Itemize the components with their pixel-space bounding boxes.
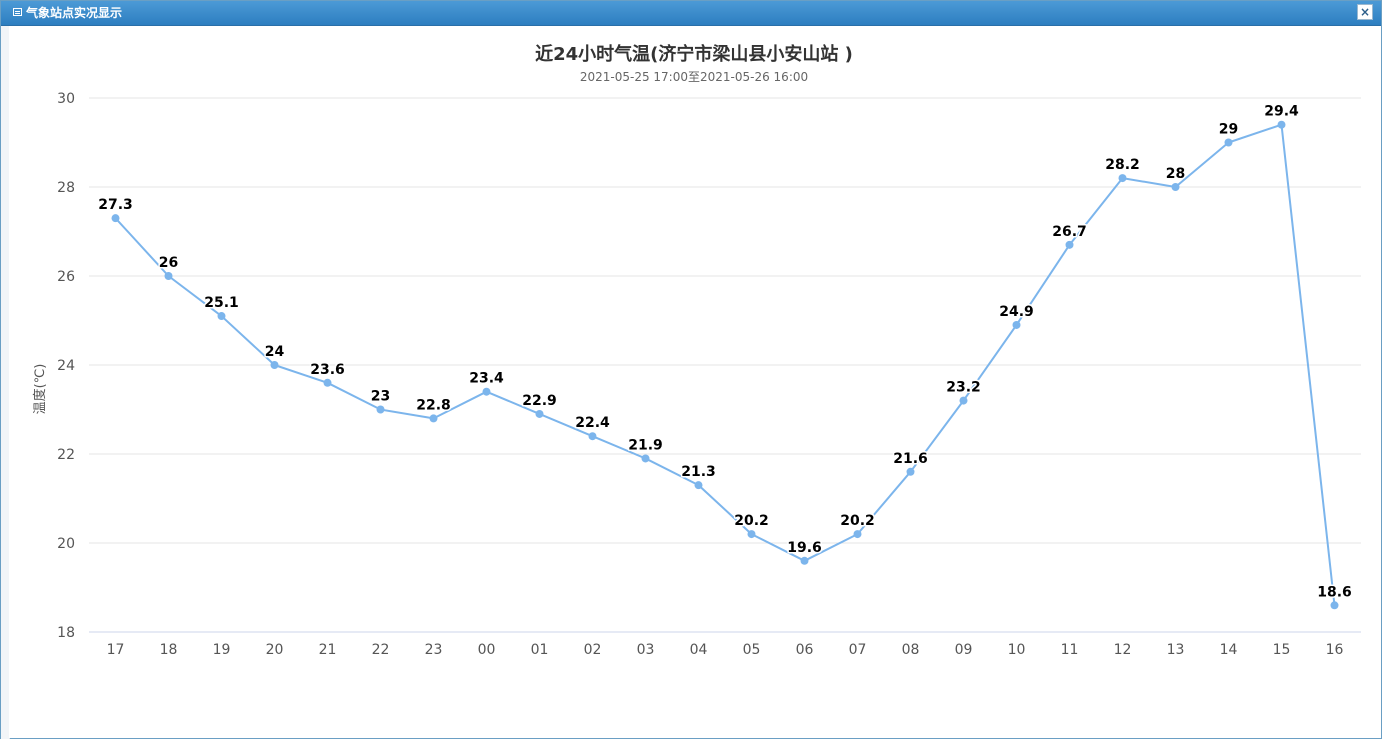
data-label: 19.6 [787,540,822,556]
data-point[interactable] [959,396,968,405]
data-label: 22.8 [416,397,451,413]
data-label: 29 [1219,122,1238,138]
data-point[interactable] [111,214,120,223]
data-label: 26.7 [1052,224,1087,240]
x-tick-label: 22 [372,642,390,658]
data-label: 28.2 [1105,157,1140,173]
close-button[interactable]: × [1357,4,1373,20]
data-point[interactable] [800,556,809,565]
series-line [114,123,1336,607]
data-label: 23.4 [469,371,504,387]
chart-title: 近24小时气温(济宁市梁山县小安山站 ) [535,43,853,65]
y-tick-label: 22 [57,447,75,463]
x-tick-label: 19 [213,642,231,658]
x-tick-label: 02 [584,642,602,658]
x-tick-label: 18 [160,642,178,658]
data-point[interactable] [429,414,438,423]
series-temperature [111,120,1339,610]
window-title: 气象站点实况显示 [26,6,123,20]
x-tick-label: 06 [796,642,814,658]
grid-lines [89,97,1361,633]
data-label: 26 [159,255,178,271]
x-axis-ticks: 17 18 19 20 21 22 23 00 01 02 03 04 05 06 07 08 09 10 11 12… [107,642,1344,658]
temperature-chart: 近24小时气温(济宁市梁山县小安山站 ) 2021-05-25 17:00至20… [32,43,1361,658]
data-label: 20.2 [840,513,875,529]
data-point[interactable] [747,530,756,539]
data-point[interactable] [853,530,862,539]
x-tick-label: 21 [319,642,337,658]
data-point[interactable] [694,481,703,490]
data-label: 25.1 [204,295,239,311]
data-label: 23.2 [946,380,981,396]
data-label: 23 [371,389,390,405]
y-axis-ticks: 18 20 22 24 26 28 30 [57,91,75,641]
data-point[interactable] [1224,138,1233,147]
x-tick-label: 07 [849,642,867,658]
x-tick-label: 04 [690,642,708,658]
data-label: 22.9 [522,393,557,409]
y-tick-label: 26 [57,269,75,285]
y-tick-label: 24 [57,358,75,374]
x-tick-label: 09 [955,642,973,658]
chart-container: 近24小时气温(济宁市梁山县小安山站 ) 2021-05-25 17:00至20… [9,26,1381,738]
data-point[interactable] [588,432,597,441]
y-tick-label: 18 [57,625,75,641]
data-label: 29.4 [1264,104,1299,120]
data-point[interactable] [376,405,385,414]
x-tick-label: 08 [902,642,920,658]
x-tick-label: 14 [1220,642,1238,658]
y-axis-label: 温度(℃) [32,364,48,415]
data-label: 24.9 [999,304,1034,320]
y-tick-label: 28 [57,180,75,196]
data-point[interactable] [1118,174,1127,183]
x-tick-label: 15 [1273,642,1291,658]
x-tick-label: 00 [478,642,496,658]
data-point[interactable] [217,312,226,321]
data-label: 27.3 [98,197,133,213]
chart-subtitle: 2021-05-25 17:00至2021-05-26 16:00 [580,70,808,84]
data-point[interactable] [270,361,279,369]
data-label: 23.6 [310,362,345,378]
data-label: 22.4 [575,415,610,431]
x-tick-label: 01 [531,642,549,658]
data-label: 21.6 [893,451,928,467]
y-tick-label: 30 [57,91,75,107]
data-label: 24 [265,344,285,360]
x-tick-label: 10 [1008,642,1026,658]
data-point[interactable] [1330,601,1339,610]
data-label: 21.9 [628,437,663,453]
x-tick-label: 05 [743,642,761,658]
data-point[interactable] [641,454,650,463]
data-label: 20.2 [734,513,769,529]
window-icon [13,8,22,16]
x-tick-label: 20 [266,642,284,658]
window-titlebar[interactable]: 气象站点实况显示 × [1,1,1381,26]
x-tick-label: 11 [1061,642,1079,658]
data-point[interactable] [1012,320,1021,329]
data-point[interactable] [164,272,173,280]
data-point[interactable] [323,378,332,387]
data-point[interactable] [1171,183,1180,191]
data-label: 21.3 [681,464,716,480]
data-point[interactable] [906,467,915,476]
data-point[interactable] [1065,240,1074,249]
y-tick-label: 20 [57,536,75,552]
data-label: 28 [1166,166,1185,182]
x-tick-label: 13 [1167,642,1185,658]
x-tick-label: 12 [1114,642,1132,658]
x-tick-label: 03 [637,642,655,658]
x-tick-label: 23 [425,642,443,658]
x-tick-label: 16 [1326,642,1344,658]
data-labels: 27.3 26 25.1 24 23.6 23 22.8 23.4 22.9 22.4 21.9 21… [97,102,1354,602]
x-tick-label: 17 [107,642,125,658]
data-point[interactable] [535,409,544,418]
data-point[interactable] [1277,120,1286,129]
data-point[interactable] [482,387,491,396]
data-label: 18.6 [1317,584,1352,600]
